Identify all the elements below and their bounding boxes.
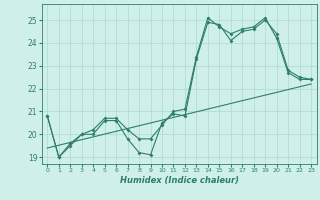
X-axis label: Humidex (Indice chaleur): Humidex (Indice chaleur) <box>120 176 239 185</box>
